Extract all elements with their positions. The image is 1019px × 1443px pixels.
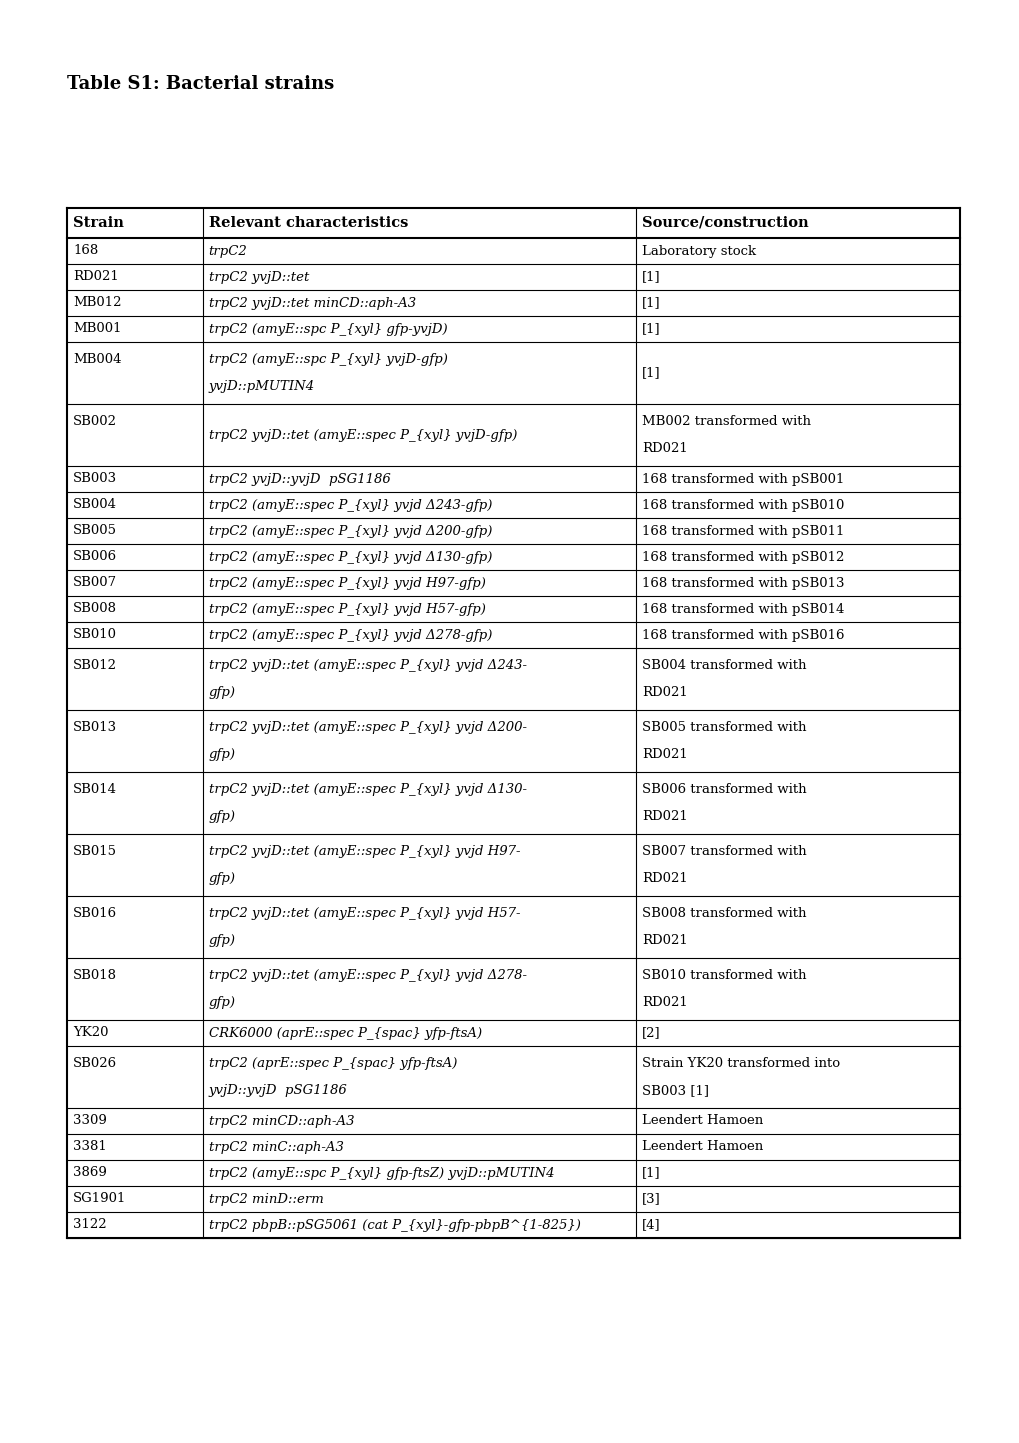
Text: yvjD::pMUTIN4: yvjD::pMUTIN4 (209, 380, 315, 392)
Text: 168 transformed with pSB016: 168 transformed with pSB016 (641, 629, 844, 642)
Text: trpC2 (amyE::spc P_{xyl} gfp-ftsZ) yvjD::pMUTIN4: trpC2 (amyE::spc P_{xyl} gfp-ftsZ) yvjD:… (209, 1166, 553, 1179)
Text: trpC2 (amyE::spec P_{xyl} yvjd Η57-gfp): trpC2 (amyE::spec P_{xyl} yvjd Η57-gfp) (209, 603, 485, 616)
Text: SB006 transformed with: SB006 transformed with (641, 784, 806, 797)
Text: RD021: RD021 (641, 872, 687, 885)
Text: gfp): gfp) (209, 747, 235, 760)
Text: 168 transformed with pSB010: 168 transformed with pSB010 (641, 498, 844, 511)
Text: RD021: RD021 (641, 685, 687, 700)
Text: SB008: SB008 (73, 603, 117, 616)
Text: trpC2 yvjD::yvjD  pSG1186: trpC2 yvjD::yvjD pSG1186 (209, 472, 390, 485)
Text: gfp): gfp) (209, 996, 235, 1009)
Text: RD021: RD021 (641, 810, 687, 823)
Text: SB005: SB005 (73, 524, 117, 537)
Text: SB004 transformed with: SB004 transformed with (641, 659, 806, 672)
Text: MB001: MB001 (73, 322, 121, 336)
Text: trpC2 (amyE::spec P_{xyl} yvjd Δ243-gfp): trpC2 (amyE::spec P_{xyl} yvjd Δ243-gfp) (209, 498, 491, 511)
Text: yvjD::yvjD  pSG1186: yvjD::yvjD pSG1186 (209, 1084, 347, 1097)
Text: SB026: SB026 (73, 1056, 117, 1069)
Text: [4]: [4] (641, 1218, 660, 1231)
Text: trpC2 yvjD::tet (amyE::spec P_{xyl} yvjd Η57-: trpC2 yvjD::tet (amyE::spec P_{xyl} yvjd… (209, 906, 520, 919)
Text: SB003 [1]: SB003 [1] (641, 1084, 708, 1097)
Text: trpC2 (aprE::spec P_{spac} yfp-ftsA): trpC2 (aprE::spec P_{spac} yfp-ftsA) (209, 1056, 457, 1069)
Text: Laboratory stock: Laboratory stock (641, 244, 755, 257)
Text: RD021: RD021 (641, 996, 687, 1009)
Text: [1]: [1] (641, 322, 660, 336)
Text: MB002 transformed with: MB002 transformed with (641, 414, 810, 429)
Text: Leendert Hamoen: Leendert Hamoen (641, 1114, 762, 1127)
Text: trpC2 yvjD::tet (amyE::spec P_{xyl} yvjd Δ200-: trpC2 yvjD::tet (amyE::spec P_{xyl} yvjd… (209, 722, 526, 734)
Text: trpC2: trpC2 (209, 244, 248, 257)
Text: trpC2 yvjD::tet (amyE::spec P_{xyl} yvjd Δ243-: trpC2 yvjD::tet (amyE::spec P_{xyl} yvjd… (209, 659, 526, 672)
Text: SB002: SB002 (73, 414, 117, 429)
Text: Strain YK20 transformed into: Strain YK20 transformed into (641, 1056, 839, 1069)
Text: SB010 transformed with: SB010 transformed with (641, 968, 806, 981)
Text: SB018: SB018 (73, 968, 117, 981)
Text: SB014: SB014 (73, 784, 117, 797)
Text: trpC2 (amyE::spec P_{xyl} yvjd Η97-gfp): trpC2 (amyE::spec P_{xyl} yvjd Η97-gfp) (209, 577, 485, 590)
Text: trpC2 yvjD::tet (amyE::spec P_{xyl} yvjD-gfp): trpC2 yvjD::tet (amyE::spec P_{xyl} yvjD… (209, 429, 517, 442)
Text: SB012: SB012 (73, 659, 117, 672)
Text: 168 transformed with pSB001: 168 transformed with pSB001 (641, 472, 844, 485)
Text: SB003: SB003 (73, 472, 117, 485)
Text: gfp): gfp) (209, 810, 235, 823)
Text: trpC2 (amyE::spc P_{xyl} gfp-yvjD): trpC2 (amyE::spc P_{xyl} gfp-yvjD) (209, 322, 447, 336)
Text: trpC2 (amyE::spec P_{xyl} yvjd Δ278-gfp): trpC2 (amyE::spec P_{xyl} yvjd Δ278-gfp) (209, 629, 491, 642)
Text: 3122: 3122 (73, 1218, 107, 1231)
Text: trpC2 yvjD::tet (amyE::spec P_{xyl} yvjd Δ130-: trpC2 yvjD::tet (amyE::spec P_{xyl} yvjd… (209, 784, 526, 797)
Text: Source/construction: Source/construction (641, 216, 808, 229)
Text: SB008 transformed with: SB008 transformed with (641, 906, 806, 919)
Text: SG1901: SG1901 (73, 1192, 126, 1205)
Text: trpC2 minD::erm: trpC2 minD::erm (209, 1192, 323, 1205)
Text: trpC2 minCD::aph-A3: trpC2 minCD::aph-A3 (209, 1114, 354, 1127)
Text: 168 transformed with pSB011: 168 transformed with pSB011 (641, 524, 844, 537)
Text: trpC2 (amyE::spec P_{xyl} yvjd Δ200-gfp): trpC2 (amyE::spec P_{xyl} yvjd Δ200-gfp) (209, 524, 491, 537)
Text: Leendert Hamoen: Leendert Hamoen (641, 1140, 762, 1153)
Text: 168: 168 (73, 244, 98, 257)
Text: SB010: SB010 (73, 629, 117, 642)
Text: trpC2 (amyE::spec P_{xyl} yvjd Δ130-gfp): trpC2 (amyE::spec P_{xyl} yvjd Δ130-gfp) (209, 550, 491, 564)
Text: gfp): gfp) (209, 872, 235, 885)
Text: [1]: [1] (641, 1166, 660, 1179)
Text: 168 transformed with pSB012: 168 transformed with pSB012 (641, 550, 844, 564)
Text: trpC2 yvjD::tet (amyE::spec P_{xyl} yvjd Η97-: trpC2 yvjD::tet (amyE::spec P_{xyl} yvjd… (209, 844, 520, 857)
Text: 168 transformed with pSB013: 168 transformed with pSB013 (641, 577, 844, 590)
Text: trpC2 pbpB::pSG5061 (cat P_{xyl}-gfp-pbpB^{1-825}): trpC2 pbpB::pSG5061 (cat P_{xyl}-gfp-pbp… (209, 1218, 580, 1231)
Text: trpC2 yvjD::tet: trpC2 yvjD::tet (209, 270, 309, 283)
Text: 168 transformed with pSB014: 168 transformed with pSB014 (641, 603, 844, 616)
Text: SB005 transformed with: SB005 transformed with (641, 722, 806, 734)
Text: RD021: RD021 (641, 442, 687, 455)
Text: [1]: [1] (641, 296, 660, 309)
Text: Relevant characteristics: Relevant characteristics (209, 216, 408, 229)
Text: gfp): gfp) (209, 934, 235, 947)
Text: trpC2 minC::aph-A3: trpC2 minC::aph-A3 (209, 1140, 343, 1153)
Text: [1]: [1] (641, 367, 660, 380)
Text: 3381: 3381 (73, 1140, 107, 1153)
Text: CRK6000 (aprE::spec P_{spac} yfp-ftsA): CRK6000 (aprE::spec P_{spac} yfp-ftsA) (209, 1026, 481, 1039)
Text: RD021: RD021 (73, 270, 118, 283)
Text: SB015: SB015 (73, 844, 117, 857)
Text: trpC2 yvjD::tet (amyE::spec P_{xyl} yvjd Δ278-: trpC2 yvjD::tet (amyE::spec P_{xyl} yvjd… (209, 968, 526, 981)
Text: RD021: RD021 (641, 747, 687, 760)
Text: gfp): gfp) (209, 685, 235, 700)
Text: SB006: SB006 (73, 550, 117, 564)
Text: SB004: SB004 (73, 498, 117, 511)
Text: SB016: SB016 (73, 906, 117, 919)
Text: Strain: Strain (73, 216, 123, 229)
Text: [3]: [3] (641, 1192, 660, 1205)
Text: [2]: [2] (641, 1026, 660, 1039)
Text: trpC2 yvjD::tet minCD::aph-A3: trpC2 yvjD::tet minCD::aph-A3 (209, 296, 416, 309)
Text: [1]: [1] (641, 270, 660, 283)
Text: MB012: MB012 (73, 296, 121, 309)
Text: 3309: 3309 (73, 1114, 107, 1127)
Text: RD021: RD021 (641, 934, 687, 947)
Text: 3869: 3869 (73, 1166, 107, 1179)
Text: MB004: MB004 (73, 354, 121, 367)
Text: Table S1: Bacterial strains: Table S1: Bacterial strains (67, 75, 334, 92)
Text: SB007 transformed with: SB007 transformed with (641, 844, 806, 857)
Text: SB007: SB007 (73, 577, 117, 590)
Text: YK20: YK20 (73, 1026, 108, 1039)
Text: trpC2 (amyE::spc P_{xyl} yvjD-gfp): trpC2 (amyE::spc P_{xyl} yvjD-gfp) (209, 354, 447, 367)
Text: SB013: SB013 (73, 722, 117, 734)
